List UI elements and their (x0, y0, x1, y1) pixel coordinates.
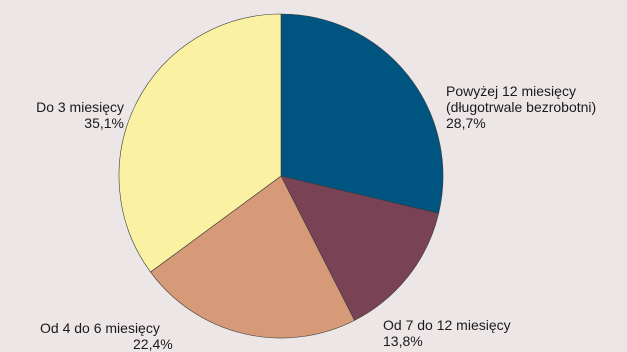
slice-label-4-6-line1: Od 4 do 6 miesięcy (40, 320, 160, 336)
slice-label-7-12: Od 7 do 12 miesięcy 13,8% (383, 317, 511, 349)
slice-7-to-12-months (280, 175, 440, 321)
slice-value-7-12: 13,8% (383, 333, 423, 349)
slice-label-7-12-line1: Od 7 do 12 miesięcy (383, 317, 511, 333)
slice-label-up-to-3-line1: Do 3 miesięcy (36, 99, 124, 115)
slice-up-to-3-months (118, 13, 282, 273)
slice-value-long-term: 28,7% (446, 115, 486, 131)
slice-label-up-to-3: Do 3 miesięcy 35,1% (36, 99, 124, 131)
slice-label-long-term-line2: (długotrwale bezrobotni) (446, 99, 597, 115)
slice-label-4-6: Od 4 do 6 miesięcy 22,4% (40, 320, 173, 352)
slice-value-up-to-3: 35,1% (84, 115, 124, 131)
slice-label-long-term: Powyżej 12 miesięcy (długotrwale bezrobo… (446, 83, 596, 131)
slice-label-long-term-line1: Powyżej 12 miesięcy (446, 83, 576, 99)
slice-value-4-6: 22,4% (133, 336, 173, 352)
slice-long-term (280, 13, 444, 214)
slice-4-to-6-months (150, 175, 355, 339)
